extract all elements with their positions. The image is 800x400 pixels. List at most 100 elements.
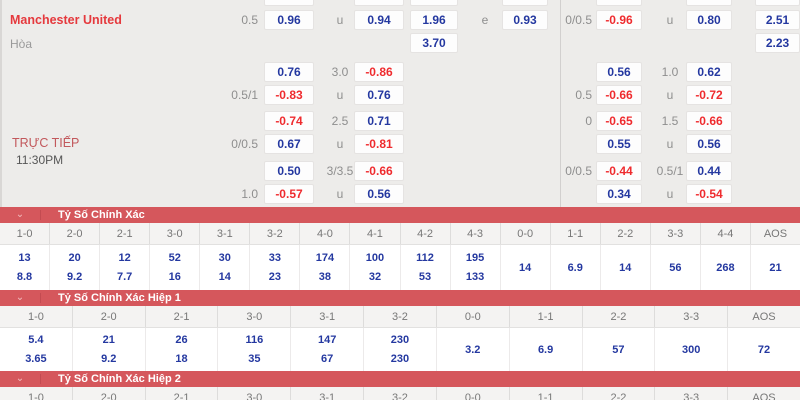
extra-odds-box[interactable]: 2.23 (755, 33, 800, 53)
score-odds-value[interactable]: 195 (465, 252, 485, 264)
odds-box[interactable]: 0.76 (264, 62, 314, 82)
score-odds-cell[interactable]: 6.9 (510, 328, 583, 371)
score-odds-cell[interactable]: 14 (501, 245, 551, 290)
score-odds-value[interactable]: 57 (612, 343, 625, 356)
score-odds-cell[interactable]: 52 16 (150, 245, 201, 290)
score-odds-value[interactable]: 18 (175, 352, 188, 365)
score-odds-value[interactable]: 53 (418, 271, 432, 283)
score-odds-value[interactable]: 23 (268, 271, 281, 283)
score-odds-value[interactable]: 21 (102, 334, 115, 347)
score-odds-cell[interactable]: 13 8.8 (0, 245, 51, 290)
score-odds-value[interactable]: 112 (416, 252, 434, 264)
score-odds-value[interactable]: 67 (321, 352, 334, 365)
score-odds-value[interactable]: 5.4 (28, 334, 44, 347)
x12-home-odds-box[interactable]: 1.96 (410, 10, 458, 30)
score-odds-value[interactable]: 12 (118, 252, 131, 264)
score-odds-value[interactable]: 9.2 (101, 352, 117, 365)
score-odds-value[interactable]: 56 (669, 261, 682, 274)
extra-odds-box[interactable]: 2.51 (755, 10, 800, 30)
score-odds-value[interactable]: 72 (757, 343, 771, 356)
score-odds-cell[interactable]: 112 53 (401, 245, 451, 290)
chevron-down-icon[interactable]: ⌄ (15, 373, 25, 384)
odds-box[interactable]: -0.66 (354, 161, 404, 181)
score-odds-cell[interactable]: 3.2 (437, 328, 510, 371)
odds-box[interactable]: 0.76 (354, 85, 404, 105)
score-odds-cell[interactable]: 72 (728, 328, 800, 371)
score-odds-cell[interactable]: 100 32 (350, 245, 401, 290)
score-odds-value[interactable]: 16 (168, 271, 181, 283)
x12-draw-odds-box[interactable]: 3.70 (410, 33, 458, 53)
score-odds-cell[interactable]: 6.9 (551, 245, 601, 290)
odds-box[interactable]: -0.66 (596, 85, 642, 105)
score-odds-cell[interactable]: 14 (601, 245, 651, 290)
score-odds-value[interactable]: 14 (619, 261, 632, 274)
odds-box[interactable]: 0.71 (354, 111, 404, 131)
score-odds-cell[interactable]: 195 133 (451, 245, 501, 290)
score-odds-value[interactable]: 52 (168, 252, 181, 264)
score-odds-value[interactable]: 21 (769, 261, 782, 274)
score-odds-cell[interactable]: 30 14 (200, 245, 251, 290)
handicap-odds-box[interactable]: 0.96 (264, 10, 314, 30)
score-odds-cell[interactable]: 20 9.2 (50, 245, 101, 290)
odds-box[interactable]: 0.44 (686, 161, 732, 181)
odds-box[interactable]: -0.65 (596, 111, 642, 131)
odds-box[interactable]: 0.56 (686, 134, 732, 154)
odds-box[interactable]: -0.66 (686, 111, 732, 131)
odds-box[interactable]: 0.67 (264, 134, 314, 154)
score-odds-value[interactable]: 100 (365, 252, 385, 264)
chevron-down-icon[interactable]: ⌄ (15, 209, 25, 220)
odds-box[interactable]: 0.56 (354, 184, 404, 204)
score-odds-value[interactable]: 13 (18, 252, 31, 264)
chevron-down-icon[interactable]: ⌄ (15, 292, 25, 303)
score-odds-value[interactable]: 174 (315, 252, 335, 264)
score-odds-value[interactable]: 14 (218, 271, 231, 283)
score-odds-value[interactable]: 32 (368, 271, 382, 283)
score-odds-cell[interactable]: 12 7.7 (100, 245, 151, 290)
score-odds-cell[interactable]: 56 (651, 245, 701, 290)
handicap-odds-box[interactable]: -0.96 (596, 10, 642, 30)
score-odds-cell[interactable]: 116 35 (218, 328, 292, 371)
score-odds-value[interactable]: 30 (218, 252, 231, 264)
score-odds-value[interactable]: 133 (465, 271, 485, 283)
score-odds-value[interactable]: 35 (248, 352, 261, 365)
score-odds-value[interactable]: 147 (317, 334, 337, 347)
score-odds-value[interactable]: 268 (716, 261, 735, 274)
score-odds-cell[interactable]: 57 (583, 328, 656, 371)
odds-box[interactable]: -0.81 (354, 134, 404, 154)
score-odds-value[interactable]: 3.65 (25, 352, 47, 365)
score-odds-cell[interactable]: 33 23 (250, 245, 301, 290)
score-odds-value[interactable]: 33 (268, 252, 281, 264)
score-odds-cell[interactable]: 174 38 (300, 245, 351, 290)
odds-box[interactable]: -0.86 (354, 62, 404, 82)
score-odds-value[interactable]: 26 (175, 334, 188, 347)
odds-box[interactable]: 0.34 (596, 184, 642, 204)
ou-odds-box[interactable]: 0.94 (354, 10, 404, 30)
score-odds-value[interactable]: 38 (318, 271, 332, 283)
score-odds-value[interactable]: 7.7 (117, 271, 133, 283)
score-odds-cell[interactable]: 147 67 (291, 328, 365, 371)
odds-box[interactable]: 0.55 (596, 134, 642, 154)
odds-box[interactable]: -0.57 (264, 184, 314, 204)
odds-box[interactable]: 0.50 (264, 161, 314, 181)
score-odds-value[interactable]: 230 (390, 334, 410, 347)
score-odds-value[interactable]: 8.8 (16, 271, 33, 283)
odds-box[interactable]: -0.44 (596, 161, 642, 181)
score-odds-cell[interactable]: 26 18 (146, 328, 219, 371)
score-odds-cell[interactable]: 300 (655, 328, 729, 371)
score-odds-value[interactable]: 230 (390, 352, 410, 365)
score-odds-value[interactable]: 6.9 (567, 261, 583, 274)
score-odds-value[interactable]: 14 (519, 261, 532, 274)
score-section-header[interactable]: ⌄ Tỷ Số Chính Xác (0, 207, 800, 223)
odds-box[interactable]: -0.72 (686, 85, 732, 105)
score-odds-value[interactable]: 300 (682, 343, 701, 356)
score-odds-cell[interactable]: 230 230 (364, 328, 437, 371)
odds-box[interactable]: 0.62 (686, 62, 732, 82)
score-odds-value[interactable]: 3.2 (465, 343, 481, 356)
ou-odds-box[interactable]: 0.80 (686, 10, 732, 30)
score-odds-value[interactable]: 6.9 (537, 343, 554, 356)
score-odds-cell[interactable]: 5.4 3.65 (0, 328, 73, 371)
score-odds-value[interactable]: 20 (68, 252, 81, 264)
score-section-header[interactable]: ⌄ Tỷ Số Chính Xác Hiệp 2 (0, 371, 800, 387)
score-odds-cell[interactable]: 21 9.2 (73, 328, 146, 371)
score-section-header[interactable]: ⌄ Tỷ Số Chính Xác Hiệp 1 (0, 290, 800, 306)
